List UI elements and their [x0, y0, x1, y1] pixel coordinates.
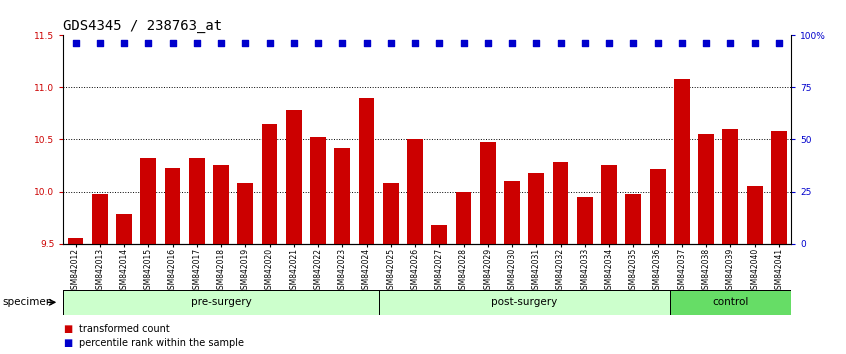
Point	[457, 40, 470, 46]
Bar	[140, 158, 157, 244]
Bar	[552, 162, 569, 244]
Bar	[189, 158, 205, 244]
Point	[384, 40, 398, 46]
Point	[578, 40, 591, 46]
Bar	[747, 186, 762, 244]
Bar	[771, 131, 787, 244]
Bar	[213, 166, 229, 244]
Point	[505, 40, 519, 46]
Bar	[238, 183, 253, 244]
Bar	[650, 169, 666, 244]
Bar	[261, 124, 277, 244]
Point	[360, 40, 373, 46]
Bar	[334, 148, 350, 244]
Bar	[359, 98, 375, 244]
Point	[481, 40, 495, 46]
Text: pre-surgery: pre-surgery	[190, 297, 251, 307]
Bar	[63, 290, 379, 315]
Point	[530, 40, 543, 46]
Bar	[529, 173, 544, 244]
Bar	[379, 290, 670, 315]
Text: transformed count: transformed count	[79, 324, 169, 333]
Bar	[116, 215, 132, 244]
Text: ■: ■	[63, 338, 73, 348]
Bar	[504, 181, 520, 244]
Point	[190, 40, 204, 46]
Bar	[68, 238, 84, 244]
Point	[263, 40, 277, 46]
Point	[69, 40, 82, 46]
Bar	[480, 142, 496, 244]
Point	[651, 40, 664, 46]
Point	[772, 40, 786, 46]
Bar	[674, 79, 689, 244]
Point	[311, 40, 325, 46]
Bar	[310, 137, 326, 244]
Text: ■: ■	[63, 324, 73, 333]
Bar	[456, 192, 471, 244]
Text: percentile rank within the sample: percentile rank within the sample	[79, 338, 244, 348]
Point	[675, 40, 689, 46]
Point	[336, 40, 349, 46]
Bar	[407, 139, 423, 244]
Point	[166, 40, 179, 46]
Point	[627, 40, 640, 46]
Bar	[92, 194, 107, 244]
Point	[432, 40, 446, 46]
Bar	[625, 194, 641, 244]
Text: control: control	[712, 297, 749, 307]
Bar	[383, 183, 398, 244]
Text: specimen: specimen	[3, 297, 53, 307]
Point	[118, 40, 131, 46]
Bar	[431, 225, 448, 244]
Bar	[698, 134, 714, 244]
Bar	[165, 167, 180, 244]
Bar	[286, 110, 302, 244]
Point	[554, 40, 568, 46]
Point	[287, 40, 300, 46]
Bar	[722, 129, 739, 244]
Bar	[577, 197, 593, 244]
Bar	[670, 290, 791, 315]
Point	[239, 40, 252, 46]
Point	[93, 40, 107, 46]
Text: GDS4345 / 238763_at: GDS4345 / 238763_at	[63, 19, 222, 33]
Point	[214, 40, 228, 46]
Point	[700, 40, 713, 46]
Text: post-surgery: post-surgery	[492, 297, 558, 307]
Point	[748, 40, 761, 46]
Point	[602, 40, 616, 46]
Bar	[602, 166, 617, 244]
Point	[723, 40, 737, 46]
Point	[409, 40, 422, 46]
Point	[141, 40, 155, 46]
